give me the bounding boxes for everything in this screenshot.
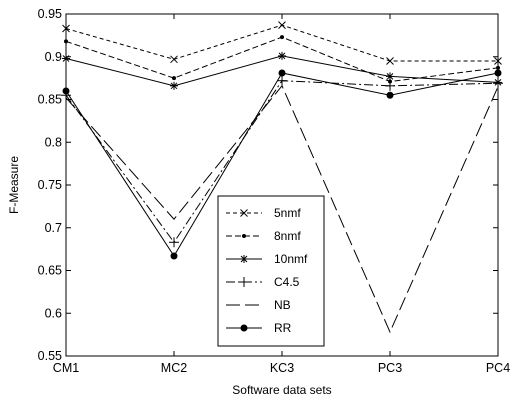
y-tick-label: 0.7 [45,221,62,235]
data-point [385,80,395,91]
series-5nmf [62,21,502,65]
legend-label: 8nmf [274,229,301,243]
series-10nmf [62,51,502,90]
data-point [278,69,286,77]
data-point [278,51,286,60]
series-RR [62,69,502,260]
data-point [278,21,286,29]
data-point [64,39,68,44]
data-point [386,57,394,65]
legend-item: 5nmf [226,206,301,220]
x-tick-label: PC4 [486,361,510,375]
legend-label: 5nmf [274,206,301,220]
axis-ticks: 0.55 0.6 0.65 0.7 0.75 0.8 0.85 0.9 0.95 CM1 MC2 KC… [38,7,511,375]
data-point [494,69,502,77]
legend-item: 8nmf [226,229,301,243]
series-layer [61,21,503,334]
series-NB [65,84,499,334]
y-tick-label: 0.95 [38,7,62,21]
data-point [170,81,178,90]
legend-box [217,195,325,347]
data-point [386,91,394,99]
y-axis-title: F-Measure [7,156,21,214]
x-axis-title: Software data sets [232,383,331,397]
data-point [172,76,176,81]
y-tick-label: 0.9 [45,50,62,64]
y-tick-label: 0.65 [38,264,62,278]
legend-label: C4.5 [274,275,300,289]
y-tick-label: 0.6 [45,306,62,320]
data-point [170,252,178,260]
data-point [386,72,394,81]
legend-marker [240,209,248,217]
legend-item: C4.5 [226,275,300,289]
x-tick-label: KC3 [270,361,294,375]
legend-item: NB [226,298,291,312]
legend-item: 10nmf [226,252,308,266]
series-8nmf [64,35,500,84]
data-point [280,35,284,40]
legend: 5nmf 8nmf 10nmf C4.5 NB RR [217,195,325,347]
x-tick-label: CM1 [53,361,79,375]
data-point [169,237,179,248]
data-point [62,54,70,63]
y-tick-label: 0.8 [45,135,62,149]
legend-item: RR [226,321,292,335]
x-tick-label: PC3 [378,361,402,375]
legend-marker [240,324,248,332]
legend-marker [239,277,249,287]
data-point [62,87,70,95]
data-point [493,78,503,89]
x-tick-label: MC2 [161,361,187,375]
legend-marker [240,255,248,263]
series-line [65,84,499,334]
y-tick-label: 0.55 [38,349,62,363]
data-point [494,57,502,65]
y-tick-label: 0.75 [38,178,62,192]
legend-label: 10nmf [274,252,308,266]
legend-label: RR [274,321,292,335]
legend-label: NB [274,298,291,312]
y-tick-label: 0.85 [38,93,62,107]
data-point [62,24,70,33]
data-point [277,75,287,86]
data-point [496,65,500,70]
data-point [170,55,178,64]
legend-marker [242,234,246,238]
